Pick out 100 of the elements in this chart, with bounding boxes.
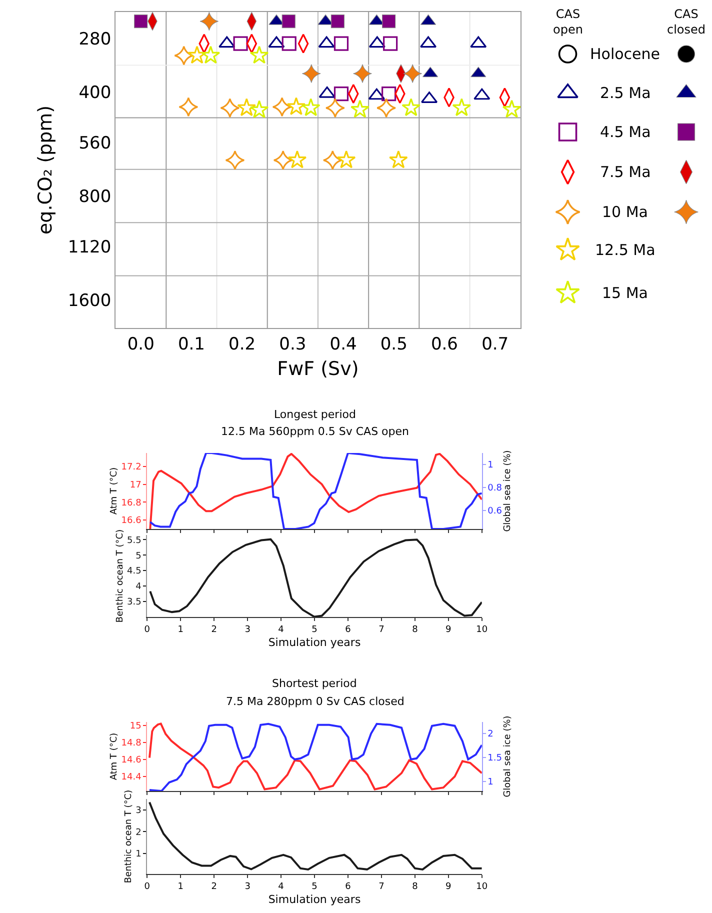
x-tick-label: 0.3 bbox=[279, 334, 306, 354]
x-tick-label: 0 bbox=[144, 624, 150, 635]
x-tick-label: 7 bbox=[378, 624, 384, 635]
y2-tick-label: 0.8 bbox=[488, 484, 502, 494]
y2-tick-label: 1 bbox=[488, 460, 494, 471]
x-tick-label: 0.1 bbox=[178, 334, 205, 354]
point bbox=[376, 98, 396, 118]
x-tick-label: 7 bbox=[378, 882, 384, 892]
point bbox=[272, 97, 292, 117]
x-tick-label: 8 bbox=[412, 624, 418, 635]
y-tick-label: 400 bbox=[78, 82, 112, 103]
point bbox=[336, 150, 356, 168]
x-tick-label: 10 bbox=[476, 882, 488, 892]
point bbox=[174, 46, 194, 66]
x-tick-label: 1 bbox=[178, 882, 184, 892]
x-tick-label: 5 bbox=[312, 882, 318, 892]
x-tick-label: 3 bbox=[244, 624, 250, 635]
x-tick-label: 2 bbox=[211, 882, 217, 892]
point bbox=[502, 100, 522, 118]
y2-axis-title: Global sea ice (%) bbox=[502, 716, 513, 798]
y-tick-label: 4 bbox=[136, 582, 142, 592]
point bbox=[388, 150, 408, 168]
point bbox=[322, 150, 343, 170]
text: CAS open bbox=[553, 7, 583, 37]
point bbox=[178, 97, 198, 117]
point bbox=[330, 14, 344, 28]
y-tick-label: 560 bbox=[78, 133, 112, 154]
y2-tick-label: 2 bbox=[488, 730, 494, 740]
x-tick-label: 0.7 bbox=[482, 334, 509, 354]
point bbox=[233, 36, 248, 51]
point bbox=[383, 36, 398, 51]
x-tick-label: 0.2 bbox=[228, 334, 256, 354]
y-tick-label: 5.5 bbox=[127, 536, 142, 546]
y-axis-title: Benthic ocean T (°C) bbox=[124, 790, 134, 884]
x-tick-label: 0.5 bbox=[380, 334, 408, 354]
point bbox=[134, 14, 148, 28]
x-axis-title: FwF (Sv) bbox=[277, 358, 359, 380]
chart-subtitle: 7.5 Ma 280ppm 0 Sv CAS closed bbox=[226, 695, 404, 708]
y-tick-label: 3 bbox=[136, 806, 142, 816]
line-series bbox=[148, 801, 482, 870]
y-tick-label: 16.6 bbox=[121, 516, 142, 526]
point bbox=[237, 98, 256, 116]
x-tick-label: 4 bbox=[278, 882, 284, 892]
x-tick-label: 0.0 bbox=[127, 334, 154, 354]
y-tick-label: 15 bbox=[130, 722, 142, 732]
legend-label: 15 Ma bbox=[602, 284, 648, 302]
point bbox=[273, 150, 293, 170]
point bbox=[225, 150, 245, 170]
point bbox=[250, 100, 269, 118]
x-tick-label: 4 bbox=[278, 624, 284, 635]
y-tick-label: 14.6 bbox=[121, 756, 142, 766]
point bbox=[452, 98, 472, 116]
point bbox=[350, 100, 370, 118]
y-tick-label: 1 bbox=[136, 850, 142, 860]
x-tick-label: 6 bbox=[345, 882, 352, 892]
point bbox=[218, 36, 236, 48]
y-tick-label: 280 bbox=[78, 29, 112, 50]
y-tick-label: 1120 bbox=[68, 238, 112, 258]
y-axis-title: Benthic ocean T (°C) bbox=[115, 529, 126, 623]
y-tick-label: 3.5 bbox=[127, 598, 142, 608]
y2-tick-label: 0.6 bbox=[488, 506, 502, 517]
legend-label: 12.5 Ma bbox=[595, 241, 656, 259]
x-axis-title: Simulation years bbox=[268, 636, 361, 649]
y-tick-label: 4.5 bbox=[127, 566, 142, 577]
x-tick-label: 10 bbox=[476, 624, 488, 635]
x-tick-label: 8 bbox=[412, 882, 418, 892]
point bbox=[288, 150, 307, 168]
point bbox=[474, 88, 490, 100]
x-tick-label: 1 bbox=[178, 624, 184, 635]
line-series bbox=[149, 538, 482, 617]
point bbox=[353, 64, 372, 83]
y-tick-label: 14.4 bbox=[121, 772, 142, 783]
point bbox=[382, 86, 396, 102]
point bbox=[334, 36, 349, 51]
x-tick-label: 0 bbox=[144, 882, 150, 892]
x-tick-label: 0.6 bbox=[430, 334, 458, 354]
x-axis-title: Simulation years bbox=[268, 893, 361, 906]
point bbox=[201, 46, 220, 64]
y-tick-label: 1600 bbox=[68, 291, 112, 312]
y2-tick-label: 1.5 bbox=[488, 754, 502, 764]
point bbox=[282, 36, 296, 51]
y2-axis-title: Global sea ice (%) bbox=[503, 450, 514, 532]
legend-label: 7.5 Ma bbox=[600, 163, 651, 181]
y-tick-label: 800 bbox=[78, 187, 112, 208]
point bbox=[250, 46, 269, 64]
y-tick-label: 17.2 bbox=[121, 462, 142, 473]
chart-subtitle: 12.5 Ma 560ppm 0.5 Sv CAS open bbox=[221, 425, 410, 438]
y-axis-title: Atm T (°C) bbox=[110, 732, 120, 780]
y-tick-label: 5 bbox=[136, 551, 142, 562]
legend-label: Holocene bbox=[590, 45, 660, 63]
y-tick-label: 16.8 bbox=[121, 498, 142, 508]
point bbox=[301, 98, 320, 116]
point bbox=[318, 36, 335, 48]
x-tick-label: 6 bbox=[345, 624, 352, 635]
point bbox=[403, 64, 422, 83]
x-tick-label: 9 bbox=[446, 882, 452, 892]
point bbox=[282, 14, 296, 28]
point bbox=[188, 46, 206, 64]
point bbox=[286, 97, 306, 116]
legend-label: 10 Ma bbox=[602, 203, 648, 221]
